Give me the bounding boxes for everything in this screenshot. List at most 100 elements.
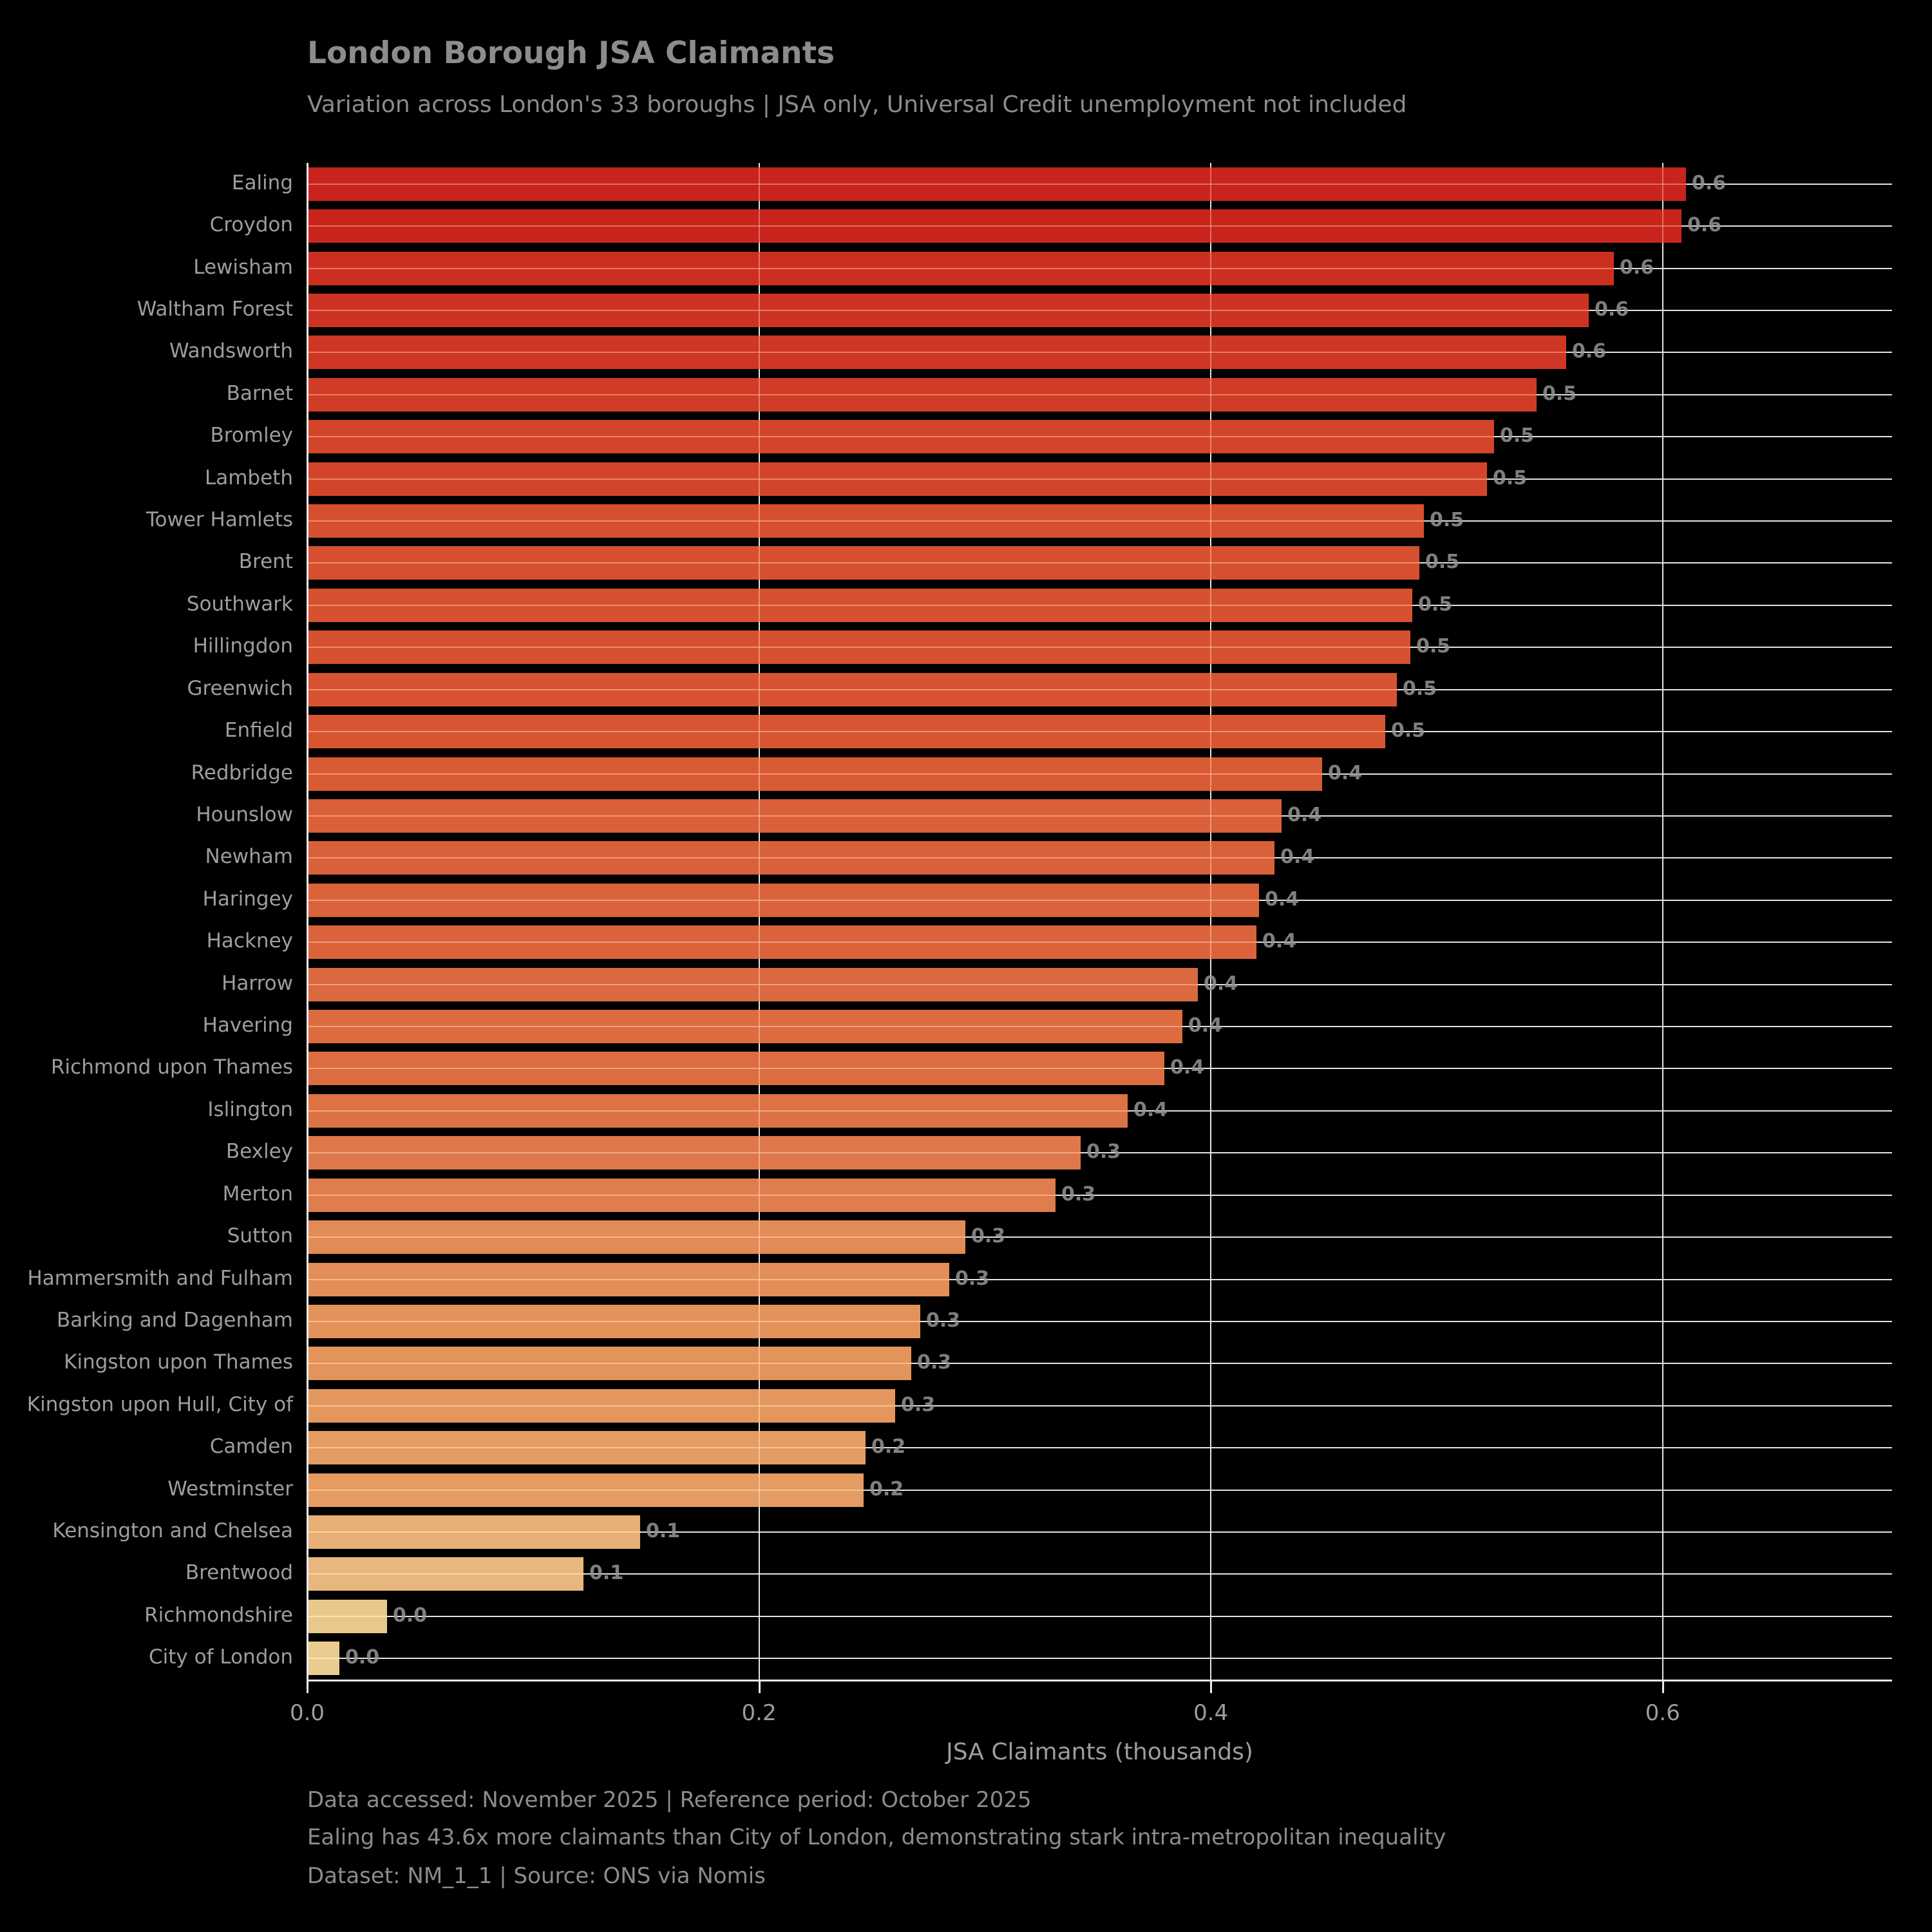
bar-barking-and-dagenham <box>308 1304 920 1338</box>
row-gridline <box>307 1363 1892 1365</box>
bar-brentwood <box>308 1557 583 1591</box>
row-gridline-overlay <box>307 1320 1892 1322</box>
footer-data-accessed: Data accessed: November 2025 | Reference… <box>307 1787 1032 1813</box>
category-label-brent: Brent <box>238 550 293 574</box>
category-label-hillingdon: Hillingdon <box>193 634 293 658</box>
row-gridline-overlay <box>307 731 1892 733</box>
x-tick-label-0.4: 0.4 <box>1193 1700 1229 1726</box>
row-gridline-overlay <box>307 393 1892 395</box>
value-label-richmond-upon-thames: 0.4 <box>1170 1056 1205 1079</box>
category-label-sutton: Sutton <box>227 1224 293 1248</box>
bar-kingston-upon-hull-city-of <box>308 1388 895 1423</box>
category-label-hounslow: Hounslow <box>196 802 293 826</box>
category-label-croydon: Croydon <box>209 213 293 237</box>
row-gridline-overlay <box>307 1194 1892 1196</box>
bar-croydon <box>308 209 1681 243</box>
row-gridline-overlay <box>307 1573 1892 1575</box>
row-gridline-overlay <box>307 857 1892 859</box>
value-label-ealing: 0.6 <box>1692 171 1727 194</box>
bar-westminster <box>308 1473 864 1507</box>
category-label-newham: Newham <box>205 845 293 869</box>
row-gridline-overlay <box>307 1615 1892 1617</box>
value-label-southwark: 0.5 <box>1418 592 1453 616</box>
row-gridline-overlay <box>307 815 1892 817</box>
row-gridline <box>307 1658 1892 1660</box>
bar-ealing <box>308 167 1686 201</box>
value-label-croydon: 0.6 <box>1687 214 1722 237</box>
category-label-brentwood: Brentwood <box>185 1561 293 1585</box>
category-label-harrow: Harrow <box>222 971 293 995</box>
x-tick-label-0.2: 0.2 <box>741 1700 777 1726</box>
row-gridline <box>307 1531 1892 1533</box>
value-label-brent: 0.5 <box>1425 551 1460 574</box>
chart-title: London Borough JSA Claimants <box>307 35 835 71</box>
category-label-camden: Camden <box>209 1435 293 1459</box>
row-gridline-overlay <box>307 1152 1892 1154</box>
bar-southwark <box>308 588 1412 622</box>
row-gridline-overlay <box>307 267 1892 269</box>
category-label-lambeth: Lambeth <box>204 466 293 489</box>
x-tick-0.2 <box>758 1681 761 1693</box>
category-label-barking-and-dagenham: Barking and Dagenham <box>56 1308 293 1332</box>
row-gridline <box>307 1152 1892 1154</box>
category-label-ealing: Ealing <box>231 171 293 194</box>
category-label-hackney: Hackney <box>206 929 293 953</box>
row-gridline-overlay <box>307 225 1892 227</box>
x-gridline-0.6 <box>1662 163 1663 1680</box>
value-label-wandsworth: 0.6 <box>1572 340 1607 363</box>
x-tick-label-0.6: 0.6 <box>1645 1700 1680 1726</box>
category-label-merton: Merton <box>222 1182 293 1206</box>
x-tick-0.0 <box>307 1681 308 1693</box>
bar-hackney <box>308 925 1256 960</box>
category-label-wandsworth: Wandsworth <box>169 339 293 363</box>
row-gridline-overlay <box>307 1278 1892 1280</box>
value-label-newham: 0.4 <box>1280 846 1315 869</box>
bar-camden <box>308 1431 866 1465</box>
x-gridline-0.2 <box>758 163 760 1680</box>
row-gridline-overlay <box>307 478 1892 480</box>
bar-kingston-upon-thames <box>308 1347 911 1381</box>
value-label-merton: 0.3 <box>1061 1182 1096 1206</box>
value-label-kingston-upon-hull-city-of: 0.3 <box>901 1393 936 1416</box>
category-label-kensington-and-chelsea: Kensington and Chelsea <box>52 1519 293 1543</box>
bar-lambeth <box>308 462 1487 496</box>
x-tick-0.6 <box>1662 1681 1664 1693</box>
bar-haringey <box>308 883 1259 917</box>
value-label-sutton: 0.3 <box>971 1225 1006 1248</box>
row-gridline-overlay <box>307 983 1892 985</box>
value-label-brentwood: 0.1 <box>589 1562 624 1585</box>
row-gridline-overlay <box>307 1068 1892 1070</box>
bar-harrow <box>308 967 1198 1001</box>
x-tick-0.4 <box>1210 1681 1213 1693</box>
row-gridline-overlay <box>307 1531 1892 1533</box>
value-label-islington: 0.4 <box>1133 1098 1168 1121</box>
category-label-hammersmith-and-fulham: Hammersmith and Fulham <box>27 1266 293 1290</box>
footer-source: Dataset: NM_1_1 | Source: ONS via Nomis <box>307 1863 766 1889</box>
value-label-bexley: 0.3 <box>1086 1141 1121 1164</box>
row-gridline <box>307 1278 1892 1280</box>
bar-sutton <box>308 1220 965 1255</box>
row-gridline-overlay <box>307 1236 1892 1238</box>
row-gridline-overlay <box>307 1026 1892 1028</box>
row-gridline <box>307 1405 1892 1406</box>
category-label-islington: Islington <box>207 1097 293 1121</box>
bar-islington <box>308 1094 1128 1128</box>
category-label-city-of-london: City of London <box>149 1645 293 1669</box>
category-label-bromley: Bromley <box>210 424 293 448</box>
bar-brent <box>308 546 1419 580</box>
category-label-southwark: Southwark <box>186 592 293 616</box>
value-label-waltham-forest: 0.6 <box>1595 298 1629 321</box>
category-label-barnet: Barnet <box>226 381 293 405</box>
row-gridline <box>307 1194 1892 1196</box>
value-label-tower-hamlets: 0.5 <box>1430 509 1464 532</box>
value-label-enfield: 0.5 <box>1391 719 1426 743</box>
category-label-waltham-forest: Waltham Forest <box>137 297 293 321</box>
value-label-city-of-london: 0.0 <box>345 1646 380 1669</box>
bar-hillingdon <box>308 630 1410 665</box>
bar-wandsworth <box>308 336 1566 370</box>
bar-tower-hamlets <box>308 504 1424 538</box>
x-gridline-0.4 <box>1210 163 1212 1680</box>
bar-lewisham <box>308 251 1614 285</box>
value-label-redbridge: 0.4 <box>1328 761 1363 784</box>
